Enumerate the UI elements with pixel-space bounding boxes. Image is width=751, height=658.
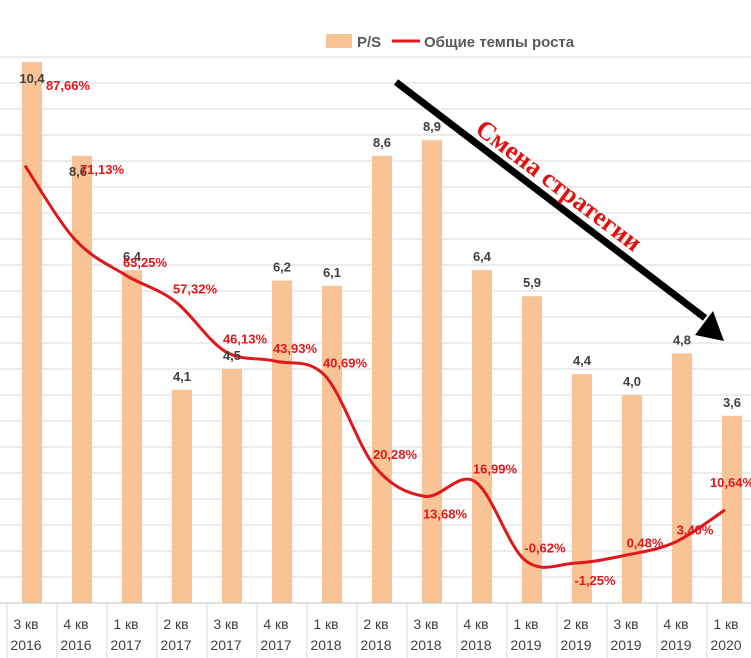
growth-line <box>23 164 726 569</box>
x-tick-label-year: 2017 <box>260 637 291 653</box>
bar <box>422 140 442 603</box>
x-tick-label-year: 2017 <box>210 637 241 653</box>
arrow-shaft <box>393 79 708 321</box>
bar <box>622 395 642 603</box>
x-tick-label-quarter: 3 кв <box>413 616 438 632</box>
bar <box>222 369 242 603</box>
x-tick-label-year: 2017 <box>110 637 141 653</box>
x-tick-label-quarter: 4 кв <box>463 616 488 632</box>
bar <box>372 155 392 604</box>
x-tick-label-quarter: 3 кв <box>13 616 38 632</box>
bar <box>672 353 692 603</box>
growth-value-label: 57,32% <box>173 281 218 296</box>
line-series <box>23 164 726 569</box>
bar <box>572 374 592 603</box>
bar <box>522 296 542 603</box>
x-tick-label-quarter: 2 кв <box>563 616 588 632</box>
x-tick-label-year: 2019 <box>510 637 541 653</box>
bar-value-label: 6,4 <box>123 249 142 264</box>
bar <box>172 389 192 603</box>
x-tick-label-quarter: 4 кв <box>663 616 688 632</box>
x-tick-label-year: 2019 <box>560 637 591 653</box>
legend-label-growth: Общие темпы роста <box>424 34 575 51</box>
bar-value-label: 8,6 <box>69 164 87 179</box>
x-tick-label-quarter: 1 кв <box>513 616 538 632</box>
x-tick-label-year: 2018 <box>360 637 391 653</box>
x-tick-label-year: 2018 <box>310 637 341 653</box>
growth-value-label: 16,99% <box>473 462 518 477</box>
x-tick-label-quarter: 2 кв <box>363 616 388 632</box>
growth-value-label: 71,13% <box>80 162 125 177</box>
bar <box>122 270 142 603</box>
bar-value-label: 4,4 <box>573 353 592 368</box>
growth-value-label: 0,48% <box>627 535 664 550</box>
growth-value-label: 43,93% <box>273 341 318 356</box>
x-tick-label-year: 2019 <box>660 637 691 653</box>
data-labels: 10,4 8,6 6,4 4,1 4,5 6,2 6,1 8,6 8,9 6,4 5,9 4,4 4,0… <box>19 71 751 588</box>
x-tick-label-year: 2018 <box>460 637 491 653</box>
growth-value-label: 20,28% <box>373 447 418 462</box>
x-tick-label-quarter: 4 кв <box>263 616 288 632</box>
x-tick-label-year: 2018 <box>410 637 441 653</box>
bar <box>72 155 92 604</box>
x-tick-label-year: 2019 <box>610 637 641 653</box>
bar-value-label: 6,1 <box>323 265 341 280</box>
growth-value-label: 13,68% <box>423 506 468 521</box>
bar-value-label: 3,6 <box>723 395 741 410</box>
x-tick-label-quarter: 3 кв <box>613 616 638 632</box>
bar-value-label: 6,4 <box>473 249 492 264</box>
x-tick-label-year: 2016 <box>60 637 91 653</box>
x-tick-label-quarter: 4 кв <box>63 616 88 632</box>
growth-value-label: 10,64% <box>710 475 751 490</box>
x-tick-label-quarter: 1 кв <box>713 616 738 632</box>
bar-value-label: 6,2 <box>273 260 291 275</box>
bar-value-label: 4,5 <box>223 348 241 363</box>
bar-value-label: 5,9 <box>523 275 541 290</box>
x-tick-label-year: 2017 <box>160 637 191 653</box>
x-tick-label-quarter: 1 кв <box>313 616 338 632</box>
bar <box>22 62 42 603</box>
growth-value-label: 40,69% <box>323 356 368 371</box>
bar-value-label: 4,8 <box>673 332 691 347</box>
growth-value-label: 63,25% <box>123 255 168 270</box>
growth-value-label: 46,13% <box>223 331 268 346</box>
bar-value-label: 4,1 <box>173 369 191 384</box>
legend-label-ps: P/S <box>357 34 381 51</box>
bar-value-label: 8,6 <box>373 135 391 150</box>
bar <box>722 415 742 603</box>
growth-value-label: 3,40% <box>677 522 714 537</box>
bar-value-label: 4,0 <box>623 374 641 389</box>
x-tick-label-year: 2020 <box>710 637 741 653</box>
arrow-head <box>695 311 724 341</box>
bar <box>472 270 492 603</box>
x-tick-label-quarter: 2 кв <box>163 616 188 632</box>
legend: P/S Общие темпы роста <box>326 34 575 51</box>
growth-value-label: -1,25% <box>574 573 616 588</box>
x-tick-label-quarter: 1 кв <box>113 616 138 632</box>
bar-value-label: 10,4 <box>19 71 45 86</box>
bar-value-label: 8,9 <box>423 119 441 134</box>
x-tick-label-year: 2016 <box>10 637 41 653</box>
bar <box>272 280 292 603</box>
legend-swatch-ps <box>326 34 352 48</box>
growth-value-label: -0,62% <box>524 540 566 555</box>
x-axis: 3 кв 2016 4 кв 2016 1 кв 2017 2 кв 2017 3 кв 2017… <box>0 602 751 658</box>
strategy-annotation: Смена стратегии <box>393 79 724 341</box>
bar <box>322 285 342 603</box>
x-tick-label-quarter: 3 кв <box>213 616 238 632</box>
growth-value-label: 87,66% <box>46 78 91 93</box>
